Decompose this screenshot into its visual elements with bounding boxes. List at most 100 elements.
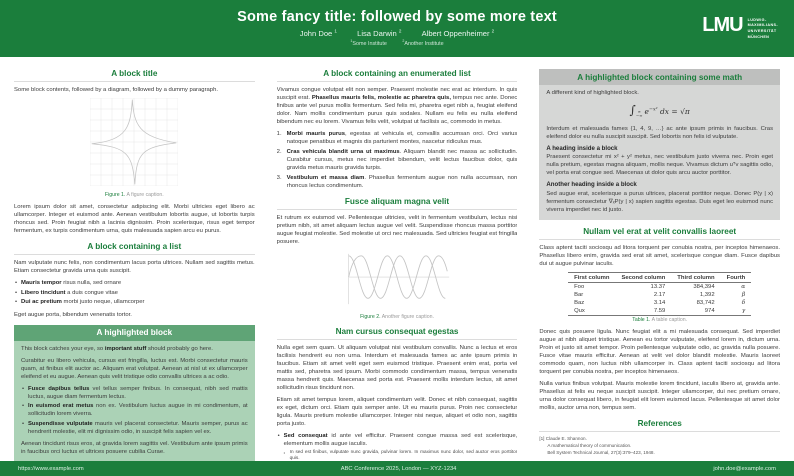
institute: 2Another Institute (402, 39, 443, 48)
footer-conference: ABC Conference 2025, London — XYZ-1234 (340, 465, 457, 472)
table-cell: 974 (671, 307, 721, 317)
list-item: In euismod erat metus non ex. Vestibulum… (21, 402, 248, 418)
list-item: Mauris tempor risus nulla, sed ornare (14, 279, 255, 287)
list-item-lead: Dui ac pretium (21, 299, 62, 306)
table-cell: 2.17 (653, 292, 666, 299)
reference-line: [1] Claude E. Shannon. (539, 436, 587, 442)
block-subheading: A heading inside a block (546, 144, 618, 152)
lower-limit: −∞ (635, 113, 643, 119)
list-item-lead: In euismod erat metus (28, 403, 94, 410)
list-item-text: . Aliquam blandit nec massa ac sollicitu… (286, 148, 518, 171)
highlighted-block-title: A highlighted block (14, 324, 255, 341)
lmu-logo-line: LUDWIG- (747, 17, 767, 22)
lmu-logo-line: MÜNCHEN (747, 34, 770, 39)
table-cell: 1,392 (699, 292, 715, 299)
poster-header: Some fancy title: followed by some more … (0, 0, 794, 57)
integral-limits: ∞ −∞ (635, 109, 643, 119)
table-cell: α (741, 284, 746, 291)
display-formula: ∫ ∞ −∞ e−x² dx = √π (546, 103, 773, 119)
sine-plot-figure (348, 253, 450, 304)
table-cell: Bar (574, 292, 584, 299)
para-pre: Vivamus congue volutpat elit non semper.… (276, 87, 518, 102)
sub-list-item: In sed est finibus, vulputate nunc gravi… (284, 449, 518, 462)
figure-caption-text: A figure caption. (126, 192, 164, 199)
lead-post: should probably go here. (146, 345, 213, 352)
figure-caption-text: Another figure caption. (381, 313, 434, 320)
bullet-list: Mauris tempor risus nulla, sed ornare Li… (14, 279, 255, 306)
column-right: A highlighted block containing some math… (539, 62, 781, 457)
column-header: First column (568, 272, 616, 284)
block-title: Fusce aliquam magna velit (276, 197, 518, 210)
list-item-lead: Morbi mauris purus (286, 131, 346, 138)
block-title: A block title (14, 69, 255, 82)
list-item-lead: Mauris tempor (21, 280, 62, 287)
list-item-text: , egestas at vehicula et, convallis accu… (286, 131, 518, 146)
column-middle: A block containing an enumerated list Vi… (276, 62, 518, 476)
table-caption-text: A table caption. (651, 317, 688, 324)
figure-caption: Figure 1. A figure caption. (14, 192, 255, 198)
list-item-text: id ante vel efficitur. Praesent congue m… (283, 433, 518, 448)
highlighted-block-body: A different kind of highlighted block. ∫… (539, 85, 780, 220)
institute-mark: 2 (402, 39, 405, 44)
author: Albert Oppenheimer 2 (422, 28, 495, 38)
figure-2 (277, 250, 518, 313)
footer-email: john.doe@example.com (713, 465, 776, 472)
author-name: John Doe (299, 28, 333, 38)
block-title: Nullam vel erat at velit convallis laore… (539, 227, 781, 241)
integral-sign: ∫ (629, 103, 636, 118)
list-item-text: vel tellus semper finibus. In consequat,… (28, 385, 248, 400)
list-item-text: non ex. Vestibulum luctus augue in mi co… (28, 403, 248, 418)
reference-line: Bell System Technical Journal, 27(3):379… (547, 450, 655, 456)
table-cell: Qux (568, 307, 616, 317)
formula-body: e (644, 107, 649, 117)
author: Lisa Darwin 2 (357, 28, 401, 38)
block-title: A block containing a list (14, 242, 255, 256)
enumerated-list: Morbi mauris purus, egestas at vehicula … (277, 130, 518, 189)
paragraph: This block catches your eye, so importan… (21, 345, 248, 353)
figure-caption: Figure 2. Another figure caption. (277, 314, 518, 320)
data-table: First column Second column Third column … (568, 272, 752, 317)
reference-line: A mathematical theory of communication. (547, 443, 632, 449)
paragraph: Praesent consectetur mi x² + y² metus, n… (546, 154, 774, 177)
list-item-lead: Vestibulum et massa diam (286, 174, 365, 181)
reference-entry: [1] Claude E. Shannon. A mathematical th… (539, 436, 780, 457)
poster-footer: https://www.example.com ABC Conference 2… (0, 461, 794, 476)
paragraph: Curabitur eu libero vehicula, cursus est… (21, 357, 248, 380)
institute-list: 1Some Institute 2Another Institute (0, 40, 794, 48)
poster-title: Some fancy title: followed by some more … (237, 9, 557, 25)
author-affiliation-mark: 2 (491, 28, 495, 33)
paragraph: Nulla varius finibus volutpat. Mauris mo… (539, 381, 781, 412)
highlighted-block-title: A highlighted block containing some math (539, 69, 781, 85)
column-header: Third column (671, 272, 721, 284)
column-header: Fourth (720, 272, 752, 284)
table-row: Qux 7.59 974 γ (568, 307, 752, 317)
poster-columns: A block title Some block contents, follo… (0, 57, 794, 476)
table-cell: 83,742 (696, 300, 715, 307)
institute-mark: 1 (350, 39, 353, 44)
list-item-lead: Suspendisse vulputate (28, 420, 93, 427)
paragraph: Sed augue erat, scelerisque a purus ultr… (546, 190, 774, 214)
figure-1 (14, 97, 255, 191)
paragraph: Interdum et malesuada fames {1, 4, 9, …}… (546, 125, 774, 140)
table-caption: Table 1. A table caption. (539, 317, 780, 323)
table-cell: 7.59 (615, 307, 672, 317)
lmu-logo-text: LUDWIG- MAXIMILIANS- UNIVERSITÄT MÜNCHEN (748, 15, 778, 40)
para-bold: Phasellus mauris felis, molestie ac phar… (311, 95, 451, 102)
list-item-lead: Cras vehicula blandit urna ut maximus (286, 148, 400, 155)
formula-exponent: −x² (648, 107, 658, 113)
author-name: Lisa Darwin (357, 28, 397, 38)
table-cell: Foo (574, 284, 585, 291)
para-post: tempus nec ante. Donec finibus ante vel … (276, 95, 518, 126)
table-header-row: First column Second column Third column … (568, 272, 752, 284)
list-item-lead: Fusce dapibus tellus (28, 385, 90, 392)
paragraph: Vivamus congue volutpat elit non semper.… (277, 86, 518, 126)
star-plot-figure (90, 97, 179, 187)
lmu-logo-line: MAXIMILIANS- (747, 23, 778, 28)
author-list: John Doe 1 Lisa Darwin 2 Albert Oppenhei… (0, 28, 794, 38)
figure-label: Figure 1. (104, 192, 126, 199)
lmu-logo-acronym: LMU (702, 14, 743, 36)
table-row: Foo 13.37 384,394 α (568, 283, 751, 292)
paragraph: Etiam sit amet tempus lorem, aliquet con… (276, 396, 518, 427)
author: John Doe 1 (299, 28, 337, 38)
table-cell: Baz (574, 300, 585, 307)
